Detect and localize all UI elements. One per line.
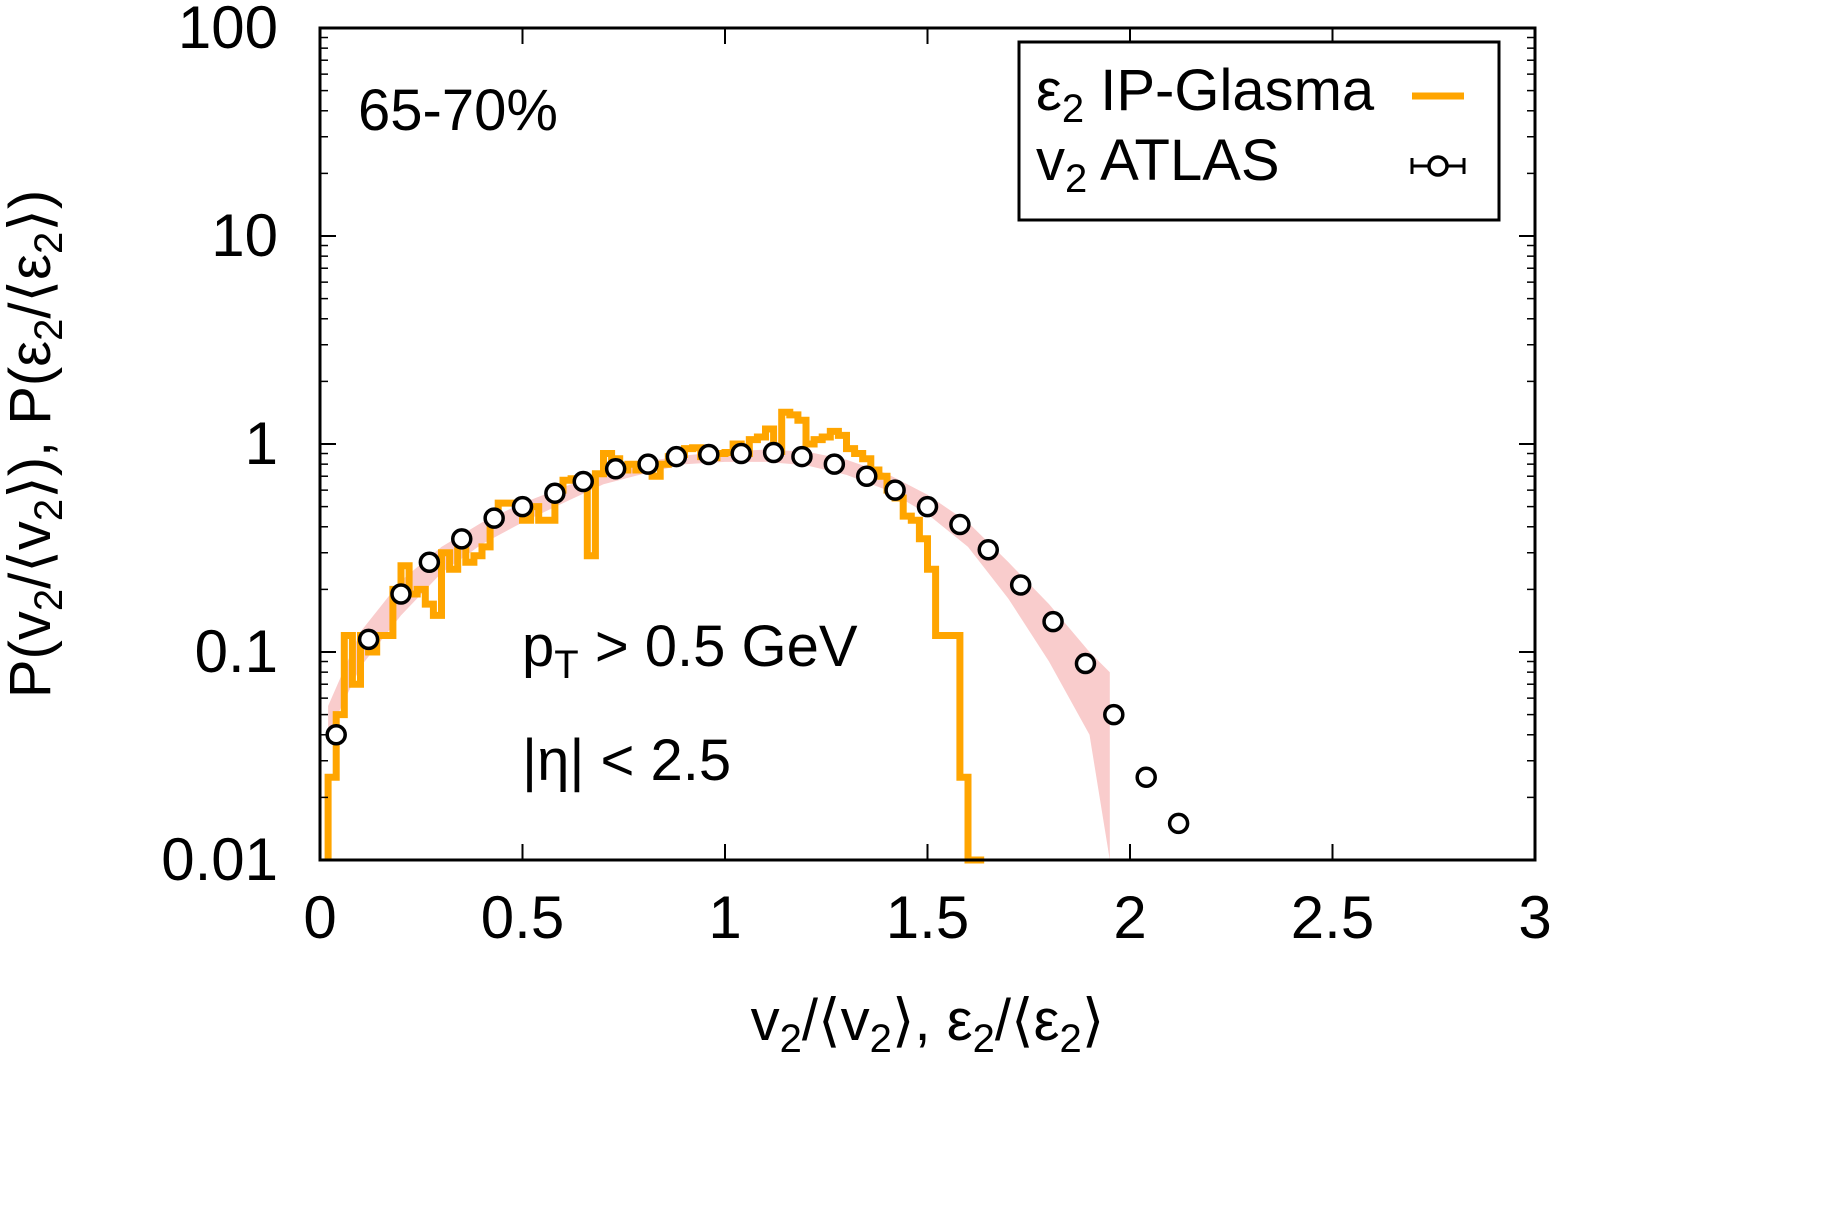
x-tick-label: 2 — [1113, 884, 1146, 951]
atlas-marker — [1167, 812, 1190, 835]
atlas-marker — [637, 453, 659, 475]
atlas-data-point — [325, 724, 347, 746]
pt-cut-annotation: pT > 0.5 GeV — [522, 614, 858, 687]
y-axis-title: P(v2/⟨v2⟩), P(ε2/⟨ε2⟩) — [0, 190, 71, 698]
atlas-marker — [418, 551, 441, 574]
legend-box — [1017, 40, 1501, 222]
atlas-data-point — [544, 482, 566, 504]
y-tick-label: 1 — [245, 410, 278, 477]
atlas-marker — [483, 507, 505, 529]
atlas-marker — [665, 445, 688, 468]
atlas-data-point — [1074, 652, 1097, 675]
atlas-data-point — [762, 441, 785, 464]
ip-glasma-histogram — [324, 408, 985, 864]
legend-label-ip-glasma: ε2 IP-Glasma — [1036, 58, 1375, 131]
y-tick-label: 10 — [211, 202, 278, 269]
atlas-marker — [390, 583, 412, 605]
x-tick-label: 0.5 — [481, 884, 564, 951]
x-tick-label: 1.5 — [886, 884, 969, 951]
ticks-layer — [319, 27, 1536, 861]
atlas-marker — [325, 724, 347, 746]
atlas-marker — [730, 442, 752, 465]
atlas-marker — [698, 443, 720, 466]
x-tick-label: 3 — [1518, 884, 1551, 951]
atlas-data-point — [637, 453, 659, 475]
y-tick-label: 100 — [178, 0, 278, 61]
atlas-marker — [1135, 766, 1157, 788]
atlas-data-point — [916, 495, 939, 518]
atlas-data-point — [977, 539, 999, 561]
atlas-data-point — [511, 495, 534, 518]
atlas-marker — [1042, 610, 1064, 633]
atlas-marker — [916, 495, 939, 518]
atlas-marker — [1009, 574, 1032, 596]
atlas-data-point — [823, 453, 846, 475]
atlas-marker — [511, 495, 534, 518]
atlas-marker — [1074, 652, 1097, 675]
legend-marker — [1427, 155, 1449, 177]
atlas-data-point — [357, 628, 380, 651]
atlas-marker — [884, 479, 906, 501]
x-tick-label: 1 — [708, 884, 741, 951]
atlas-data-point — [572, 470, 594, 493]
centrality-annotation: 65-70% — [358, 78, 558, 143]
atlas-marker — [451, 528, 473, 550]
atlas-data-point — [483, 507, 505, 529]
atlas-data-point — [856, 465, 878, 487]
x-tick-labels: 0 0.5 1 1.5 2 2.5 3 — [303, 884, 1551, 951]
atlas-data-point — [1009, 574, 1032, 596]
atlas-data-point — [791, 445, 813, 468]
atlas-data-point — [1103, 703, 1125, 726]
atlas-marker — [544, 482, 566, 504]
x-tick-label: 0 — [303, 884, 336, 951]
atlas-data-point — [698, 443, 720, 466]
histogram-layer — [324, 408, 985, 864]
legend-label-atlas: v2 ATLAS — [1036, 128, 1280, 201]
atlas-data-point — [949, 513, 971, 536]
x-tick-label: 2.5 — [1291, 884, 1374, 951]
eta-cut-annotation: |η| < 2.5 — [522, 728, 731, 793]
atlas-data-point — [1167, 812, 1190, 835]
data-points-layer — [325, 441, 1190, 835]
atlas-marker — [604, 458, 627, 480]
legend-swatch-atlas — [1410, 155, 1466, 177]
atlas-data-point — [1042, 610, 1064, 633]
atlas-data-point — [418, 551, 441, 574]
atlas-data-point — [451, 528, 473, 550]
atlas-marker — [856, 465, 878, 487]
atlas-marker — [357, 628, 380, 651]
atlas-marker — [823, 453, 846, 475]
atlas-data-point — [730, 442, 752, 465]
x-axis-title: v2/⟨v2⟩, ε2/⟨ε2⟩ — [751, 988, 1105, 1061]
atlas-data-point — [1135, 766, 1157, 788]
atlas-marker — [791, 445, 813, 468]
atlas-data-point — [665, 445, 688, 468]
atlas-marker — [949, 513, 971, 536]
atlas-data-point — [604, 458, 627, 480]
atlas-data-point — [884, 479, 906, 501]
atlas-marker — [572, 470, 594, 493]
y-tick-labels: 0.01 0.1 1 10 100 — [161, 0, 278, 893]
atlas-data-point — [390, 583, 412, 605]
y-tick-label: 0.01 — [161, 826, 278, 893]
atlas-marker — [762, 441, 785, 464]
atlas-marker — [1103, 703, 1125, 726]
legend: ε2 IP-Glasma v2 ATLAS — [1017, 40, 1501, 222]
atlas-marker — [977, 539, 999, 561]
y-tick-label: 0.1 — [195, 618, 278, 685]
